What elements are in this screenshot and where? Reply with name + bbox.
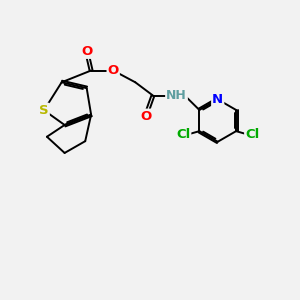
Text: Cl: Cl xyxy=(245,128,260,141)
Text: O: O xyxy=(81,45,92,58)
Text: Cl: Cl xyxy=(176,128,190,141)
Text: O: O xyxy=(140,110,151,123)
Text: N: N xyxy=(212,93,223,106)
Text: S: S xyxy=(39,104,49,117)
Text: O: O xyxy=(108,64,119,77)
Text: NH: NH xyxy=(166,89,187,102)
